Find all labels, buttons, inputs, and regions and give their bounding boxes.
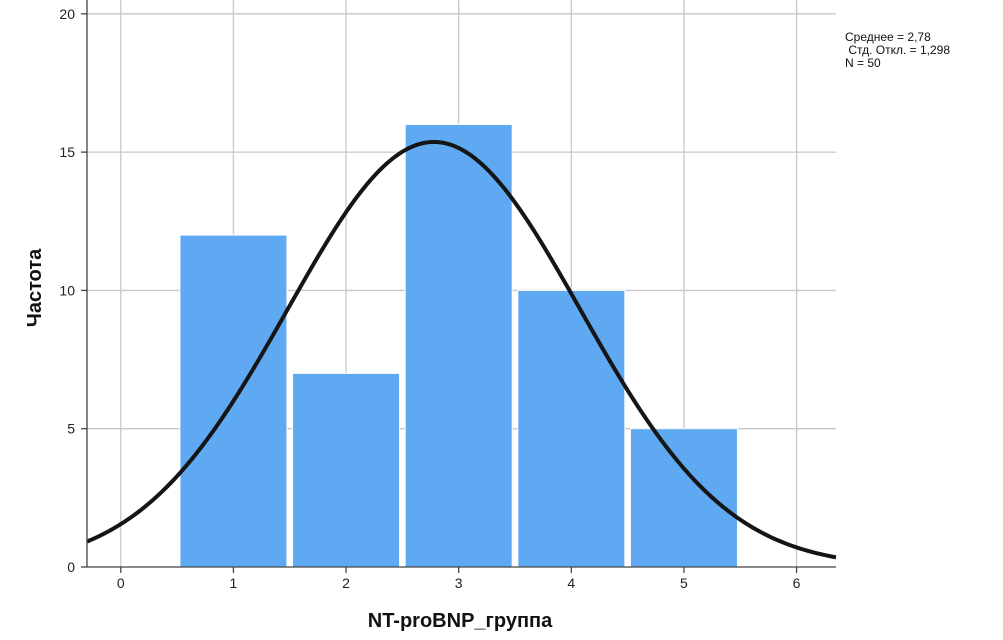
histogram-bar bbox=[292, 372, 401, 568]
axis-layer bbox=[81, 0, 836, 573]
histogram-bar bbox=[517, 289, 626, 568]
x-tick-label: 6 bbox=[793, 575, 801, 591]
x-tick-label: 4 bbox=[567, 575, 575, 591]
y-axis-title: Частота bbox=[24, 248, 46, 327]
x-tick-label: 5 bbox=[680, 575, 688, 591]
x-tick-label: 0 bbox=[117, 575, 125, 591]
x-tick-label: 1 bbox=[230, 575, 238, 591]
stats-n: N = 50 bbox=[845, 56, 881, 70]
stats-sd: Стд. Откл. = 1,298 bbox=[845, 43, 950, 57]
y-tick-label: 0 bbox=[67, 559, 75, 575]
y-tick-label: 10 bbox=[59, 282, 75, 298]
x-axis-title: NT-proBNP_группа bbox=[368, 610, 553, 632]
x-tick-label: 3 bbox=[455, 575, 463, 591]
histogram-bar bbox=[629, 428, 738, 568]
y-tick-label: 20 bbox=[59, 6, 75, 22]
y-tick-label: 15 bbox=[59, 144, 75, 160]
y-tick-label: 5 bbox=[67, 421, 75, 437]
labels-layer: 0 5 10 15 20 0 1 2 3 4 5 6 bbox=[59, 6, 800, 591]
bars-layer bbox=[179, 123, 738, 568]
curve-layer bbox=[86, 139, 837, 560]
stats-box: Среднее = 2,78 Стд. Откл. = 1,298 N = 50 bbox=[845, 30, 950, 70]
stats-mean: Среднее = 2,78 bbox=[845, 30, 931, 44]
x-tick-label: 2 bbox=[342, 575, 350, 591]
normal-curve bbox=[86, 139, 837, 560]
histogram-bar bbox=[404, 123, 513, 568]
